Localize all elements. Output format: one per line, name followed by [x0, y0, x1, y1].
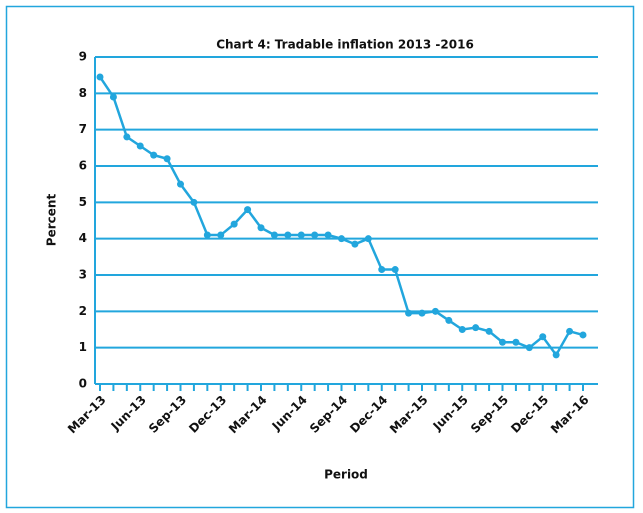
- point: [257, 224, 265, 232]
- x-axis-label: Period: [324, 468, 368, 482]
- x-tick-label: Jun-14: [269, 393, 310, 434]
- point: [203, 231, 211, 239]
- x-tick-label: Jun-13: [108, 393, 149, 434]
- x-tick-label: Mar-16: [548, 393, 592, 437]
- y-axis-label: Percent: [45, 194, 59, 247]
- point: [230, 220, 238, 228]
- point: [539, 333, 547, 341]
- y-tick-label: 1: [79, 340, 87, 354]
- point: [364, 235, 372, 243]
- y-tick-label: 7: [79, 122, 87, 136]
- x-tick-label: Jun-15: [430, 393, 471, 434]
- y-tick-label: 5: [79, 195, 87, 209]
- point: [163, 155, 171, 163]
- y-tick-label: 8: [79, 86, 87, 100]
- chart-title: Chart 4: Tradable inflation 2013 -2016: [216, 38, 474, 52]
- point: [378, 266, 386, 274]
- point: [512, 338, 520, 346]
- point: [405, 309, 413, 317]
- point: [338, 235, 345, 243]
- x-tick-label: Mar-15: [387, 393, 431, 437]
- point: [566, 327, 574, 335]
- point: [552, 351, 560, 359]
- point: [136, 142, 144, 150]
- point: [109, 93, 117, 101]
- point: [485, 327, 493, 335]
- point: [391, 266, 399, 274]
- point: [418, 309, 426, 317]
- point: [472, 324, 480, 332]
- y-tick-label: 3: [79, 268, 87, 282]
- point: [284, 231, 292, 239]
- point: [324, 231, 332, 239]
- x-tick-label: Dec-14: [347, 393, 390, 436]
- line: [98, 76, 584, 358]
- point: [311, 231, 319, 239]
- point: [123, 133, 131, 141]
- point: [150, 151, 158, 159]
- chart-border: [5, 5, 635, 509]
- y-tick-label: 9: [79, 50, 87, 64]
- point: [190, 198, 198, 206]
- point: [177, 180, 184, 188]
- point: [579, 331, 587, 339]
- x-tick-label: Mar-14: [226, 393, 270, 437]
- point: [96, 73, 104, 81]
- point: [525, 344, 533, 352]
- point: [270, 231, 278, 239]
- x-tick-label: Sep-13: [146, 393, 189, 436]
- y-tick-label: 2: [79, 304, 87, 318]
- y-tick-label: 6: [79, 159, 87, 173]
- point: [351, 240, 359, 248]
- point: [445, 316, 453, 324]
- x-tick-label: Mar-13: [65, 393, 109, 437]
- point: [458, 326, 466, 333]
- point: [297, 231, 305, 239]
- point: [244, 206, 252, 214]
- x-tick-label: Sep-14: [307, 393, 350, 436]
- point: [431, 307, 439, 315]
- y-tick-label: 0: [79, 377, 87, 391]
- x-tick-label: Sep-15: [468, 393, 511, 436]
- x-tick-label: Dec-15: [508, 393, 551, 436]
- y-tick-label: 4: [79, 231, 87, 245]
- point: [217, 231, 225, 239]
- x-tick-label: Dec-13: [186, 393, 229, 436]
- point: [499, 338, 506, 346]
